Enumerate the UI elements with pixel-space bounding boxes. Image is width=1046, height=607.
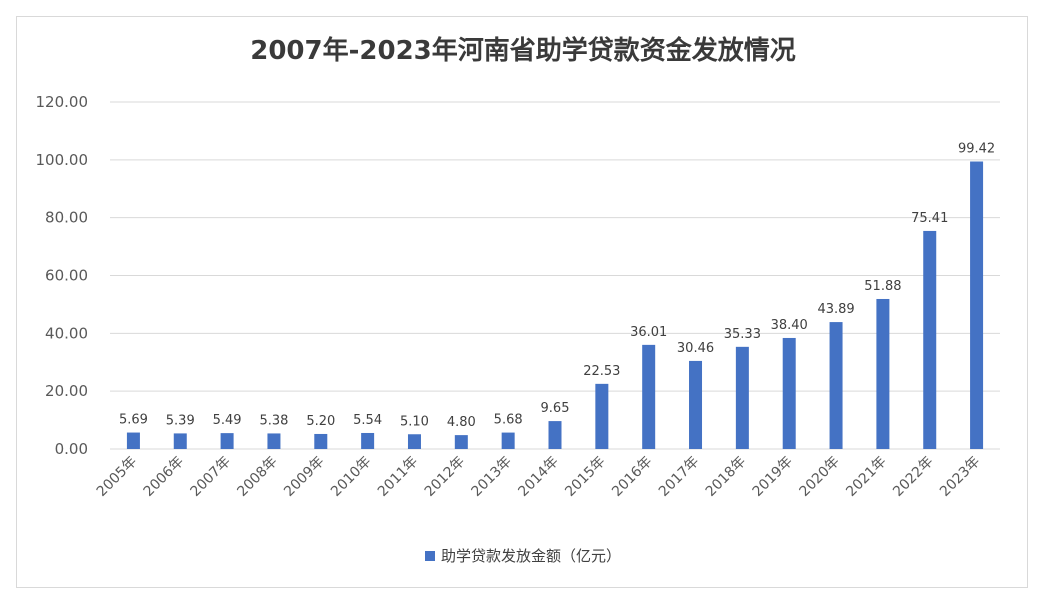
data-label: 5.10 [400, 414, 429, 429]
bar [361, 432, 375, 449]
data-label: 5.69 [119, 413, 148, 428]
x-axis-tick-labels: 2005年 2006年 2007年 2008年 2009年 2010年 2011年 2012年… [94, 454, 984, 500]
x-tick-label: 2012年 [422, 454, 468, 500]
bar [126, 432, 140, 449]
x-tick-label: 2005年 [94, 454, 140, 500]
data-label: 30.46 [677, 341, 714, 356]
bar [220, 433, 234, 449]
chart-title: 2007年-2023年河南省助学贷款资金发放情况 [250, 36, 796, 66]
bar [314, 433, 328, 449]
y-tick-label: 100.00 [36, 151, 89, 169]
bar [642, 344, 656, 449]
bar [407, 434, 421, 449]
x-tick-label: 2019年 [750, 454, 796, 500]
data-label: 5.68 [494, 413, 523, 428]
x-tick-label: 2022年 [890, 454, 936, 500]
bar [970, 161, 984, 449]
gridlines [110, 101, 1000, 450]
x-tick-label: 2017年 [656, 454, 702, 500]
data-label: 51.88 [864, 279, 901, 294]
legend: 助学贷款发放金额（亿元） [0, 545, 1046, 566]
bars [126, 161, 984, 449]
data-label: 35.33 [724, 327, 761, 342]
data-label: 38.40 [771, 318, 808, 333]
data-label: 9.65 [541, 401, 570, 416]
bar [876, 298, 890, 449]
y-tick-label: 0.00 [55, 440, 88, 458]
data-label: 36.01 [630, 325, 667, 340]
x-tick-label: 2018年 [703, 454, 749, 500]
data-label: 22.53 [583, 364, 620, 379]
x-tick-label: 2015年 [562, 454, 608, 500]
chart-frame [16, 16, 1028, 588]
data-label: 75.41 [911, 211, 948, 226]
data-label: 99.42 [958, 142, 995, 157]
x-tick-label: 2011年 [375, 454, 421, 500]
bar [501, 432, 515, 449]
y-tick-label: 20.00 [45, 382, 88, 400]
x-tick-label: 2016年 [609, 454, 655, 500]
bar [829, 322, 843, 449]
bar [267, 433, 281, 449]
x-tick-label: 2021年 [843, 454, 889, 500]
bar [735, 346, 749, 449]
x-tick-label: 2009年 [281, 454, 327, 500]
y-tick-label: 40.00 [45, 324, 88, 342]
legend-label: 助学贷款发放金额（亿元） [440, 547, 621, 565]
data-label: 5.54 [353, 413, 382, 428]
y-tick-label: 60.00 [45, 267, 88, 285]
x-tick-label: 2007年 [188, 454, 234, 500]
y-tick-label: 80.00 [45, 209, 88, 227]
x-tick-label: 2010年 [328, 454, 374, 500]
bar [173, 433, 187, 449]
bar [689, 360, 703, 449]
data-labels: 5.69 5.39 5.49 5.38 5.20 5.54 5.10 4.80 5.68 9.65… [119, 142, 995, 431]
x-tick-label: 2013年 [469, 454, 515, 500]
x-tick-label: 2008年 [234, 454, 280, 500]
bar [454, 435, 468, 449]
data-label: 43.89 [817, 302, 854, 317]
data-label: 5.38 [259, 413, 288, 428]
data-label: 4.80 [447, 415, 476, 430]
x-tick-label: 2020年 [796, 454, 842, 500]
legend-swatch [424, 550, 435, 561]
bar [548, 421, 562, 449]
y-axis-tick-labels: 0.00 20.00 40.00 60.00 80.00 100.00 120.00 [36, 93, 89, 458]
x-tick-label: 2023年 [937, 454, 983, 500]
data-label: 5.20 [306, 414, 335, 429]
data-label: 5.49 [213, 413, 242, 428]
bar [595, 383, 609, 449]
bar [923, 230, 937, 449]
bar [782, 337, 796, 449]
x-tick-label: 2014年 [515, 454, 561, 500]
y-tick-label: 120.00 [36, 93, 89, 111]
data-label: 5.39 [166, 413, 195, 428]
x-tick-label: 2006年 [141, 454, 187, 500]
